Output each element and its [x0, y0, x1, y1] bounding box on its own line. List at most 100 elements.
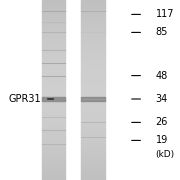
Bar [42, 20, 65, 22]
Bar [81, 29, 105, 31]
Text: (kD): (kD) [156, 150, 175, 159]
Bar [42, 122, 65, 124]
Bar [42, 52, 65, 54]
Bar [81, 97, 105, 99]
Bar [42, 16, 65, 18]
Bar [42, 81, 65, 83]
Bar [81, 81, 105, 83]
Bar [81, 34, 105, 36]
Bar [42, 92, 65, 94]
Bar [81, 38, 105, 40]
Bar [81, 158, 105, 160]
Bar [42, 97, 65, 99]
Bar [81, 112, 105, 115]
Bar [81, 166, 105, 169]
Bar [42, 112, 65, 115]
Bar [81, 52, 105, 54]
Bar [81, 88, 105, 90]
Text: 34: 34 [156, 94, 168, 104]
Bar [42, 63, 65, 65]
Bar [81, 54, 105, 56]
Bar [81, 58, 105, 61]
Bar [81, 2, 105, 4]
Bar [81, 171, 105, 173]
Text: 48: 48 [156, 71, 168, 81]
Bar [81, 103, 105, 106]
Bar [42, 31, 65, 34]
Bar [42, 108, 65, 110]
Bar [42, 86, 65, 88]
Bar [42, 40, 65, 43]
Bar [81, 0, 105, 2]
Bar [81, 153, 105, 155]
Bar [42, 162, 65, 164]
Bar [42, 171, 65, 173]
Bar [81, 68, 105, 70]
Bar [42, 158, 65, 160]
Bar [81, 61, 105, 63]
Bar [42, 61, 65, 63]
Bar [42, 56, 65, 59]
Bar [42, 144, 65, 146]
Bar [42, 47, 65, 50]
Bar [81, 27, 105, 29]
Bar [81, 4, 105, 7]
Bar [42, 50, 65, 52]
Bar [42, 11, 65, 14]
Bar [42, 106, 65, 108]
Bar [42, 169, 65, 171]
Bar [42, 68, 65, 70]
Bar [42, 146, 65, 148]
Bar [81, 86, 105, 88]
Bar [81, 74, 105, 76]
Bar [42, 0, 65, 2]
Bar [81, 18, 105, 20]
Bar [42, 110, 65, 112]
Bar [42, 58, 65, 61]
Bar [42, 151, 65, 153]
Bar [42, 128, 65, 130]
Bar [81, 164, 105, 166]
Bar [42, 65, 65, 68]
Bar [81, 16, 105, 18]
Bar [42, 135, 65, 137]
Bar [81, 160, 105, 162]
Bar [42, 164, 65, 166]
Bar [81, 79, 105, 81]
Bar [81, 76, 105, 79]
Bar [42, 137, 65, 140]
Bar [81, 22, 105, 25]
Bar [81, 144, 105, 146]
Bar [42, 27, 65, 29]
Bar [42, 101, 65, 104]
Bar [42, 74, 65, 76]
Bar [42, 133, 65, 135]
Bar [81, 130, 105, 133]
Bar [42, 2, 65, 4]
Text: 26: 26 [156, 117, 168, 127]
Bar [81, 63, 105, 65]
Bar [42, 83, 65, 86]
Bar [42, 173, 65, 176]
Bar [81, 92, 105, 94]
Bar [81, 50, 105, 52]
Bar [42, 29, 65, 31]
Bar [81, 137, 105, 140]
Bar [81, 122, 105, 124]
Bar [81, 94, 105, 97]
Text: 117: 117 [156, 9, 174, 19]
Bar [42, 153, 65, 155]
Bar [42, 54, 65, 56]
Bar [42, 140, 65, 142]
Bar [81, 31, 105, 34]
Bar [42, 124, 65, 126]
Bar [81, 40, 105, 43]
Bar [81, 146, 105, 148]
Bar [81, 106, 105, 108]
Bar [81, 9, 105, 11]
Bar [42, 4, 65, 7]
Bar [42, 142, 65, 144]
Bar [42, 117, 65, 119]
Bar [42, 94, 65, 97]
Bar [81, 124, 105, 126]
